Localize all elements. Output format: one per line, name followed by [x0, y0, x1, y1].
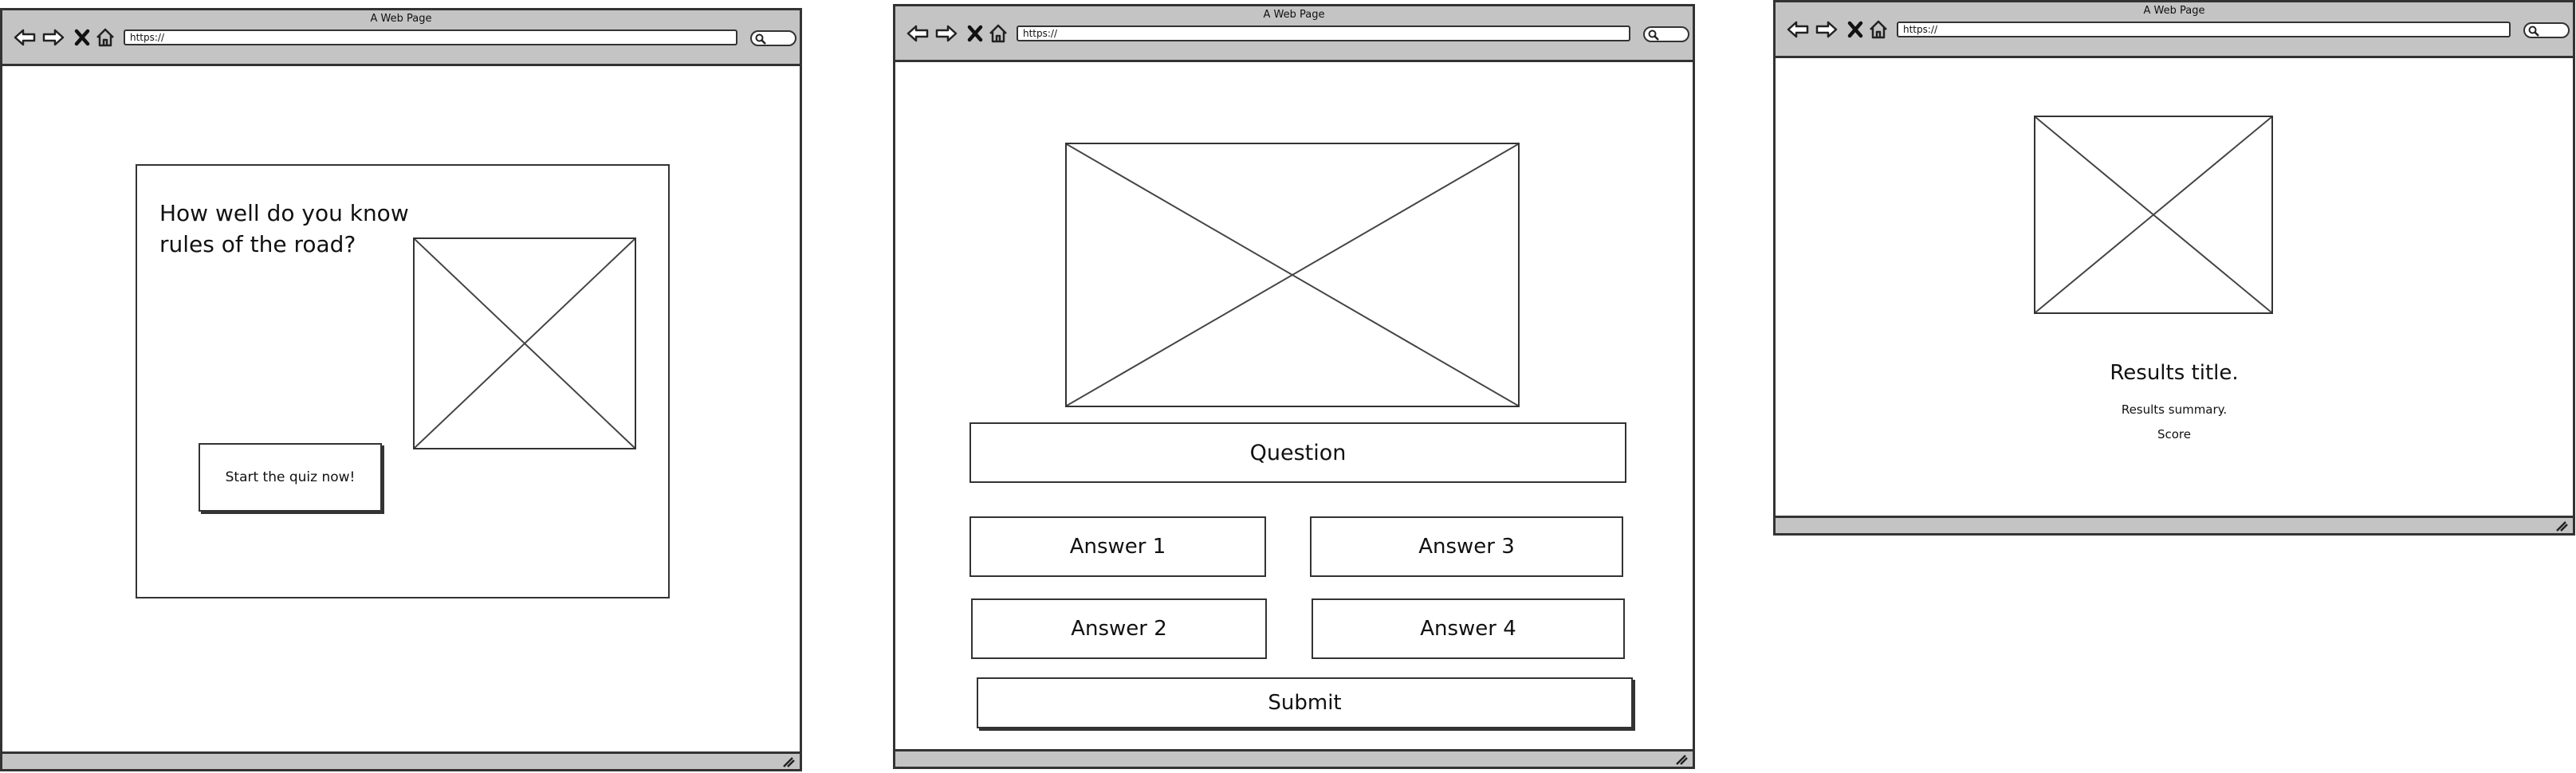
results-summary: Results summary. — [2121, 402, 2228, 417]
search-icon — [1648, 29, 1659, 41]
address-bar[interactable]: https:// — [1017, 26, 1630, 41]
image-placeholder — [1065, 143, 1520, 407]
score-label: Score — [2157, 427, 2191, 441]
browser-toolbar: A Web Page https:// — [2, 10, 800, 66]
resize-grip-icon[interactable] — [1675, 754, 1688, 765]
stop-icon[interactable] — [967, 24, 983, 43]
window-title: A Web Page — [1263, 9, 1325, 21]
address-bar[interactable]: https:// — [1897, 22, 2511, 37]
search-field[interactable] — [750, 30, 796, 46]
forward-arrow-icon[interactable] — [935, 24, 958, 43]
browser-toolbar: A Web Page https:// — [1776, 2, 2573, 58]
answer-2-button[interactable]: Answer 2 — [971, 598, 1267, 659]
forward-arrow-icon[interactable] — [1815, 20, 1838, 39]
browser-window-question: A Web Page https:// Question Answer 1 An… — [893, 4, 1695, 769]
stop-icon[interactable] — [1847, 20, 1863, 39]
home-icon[interactable] — [1868, 20, 1889, 39]
search-icon — [755, 33, 766, 45]
quiz-heading: How well do you know rules of the road? — [159, 200, 409, 257]
resize-grip-icon[interactable] — [2555, 520, 2568, 532]
window-title: A Web Page — [2143, 5, 2205, 17]
status-bar — [895, 749, 1693, 767]
home-icon[interactable] — [988, 24, 1009, 43]
question-box: Question — [969, 422, 1626, 483]
search-icon — [2528, 26, 2539, 37]
back-arrow-icon[interactable] — [14, 28, 36, 47]
window-title: A Web Page — [370, 13, 432, 25]
back-arrow-icon[interactable] — [907, 24, 929, 43]
search-field[interactable] — [2523, 22, 2570, 38]
answer-1-button[interactable]: Answer 1 — [969, 516, 1266, 577]
browser-toolbar: A Web Page https:// — [895, 6, 1693, 62]
results-title: Results title. — [2110, 361, 2239, 385]
intro-card: How well do you know rules of the road? … — [136, 164, 670, 598]
browser-window-intro: A Web Page https:// How well do you know… — [0, 8, 802, 771]
forward-arrow-icon[interactable] — [42, 28, 65, 47]
image-placeholder — [2034, 116, 2273, 314]
image-placeholder — [413, 237, 636, 449]
resize-grip-icon[interactable] — [782, 756, 795, 767]
start-quiz-button[interactable]: Start the quiz now! — [199, 443, 382, 512]
stop-icon[interactable] — [74, 28, 90, 47]
submit-button[interactable]: Submit — [977, 677, 1633, 728]
answer-3-button[interactable]: Answer 3 — [1310, 516, 1623, 577]
back-arrow-icon[interactable] — [1787, 20, 1809, 39]
status-bar — [1776, 516, 2573, 533]
search-field[interactable] — [1643, 26, 1689, 42]
browser-window-results: A Web Page https:// Results title. Resul… — [1773, 0, 2575, 536]
home-icon[interactable] — [95, 28, 116, 47]
answer-4-button[interactable]: Answer 4 — [1312, 598, 1625, 659]
address-bar[interactable]: https:// — [124, 29, 737, 45]
status-bar — [2, 751, 800, 769]
